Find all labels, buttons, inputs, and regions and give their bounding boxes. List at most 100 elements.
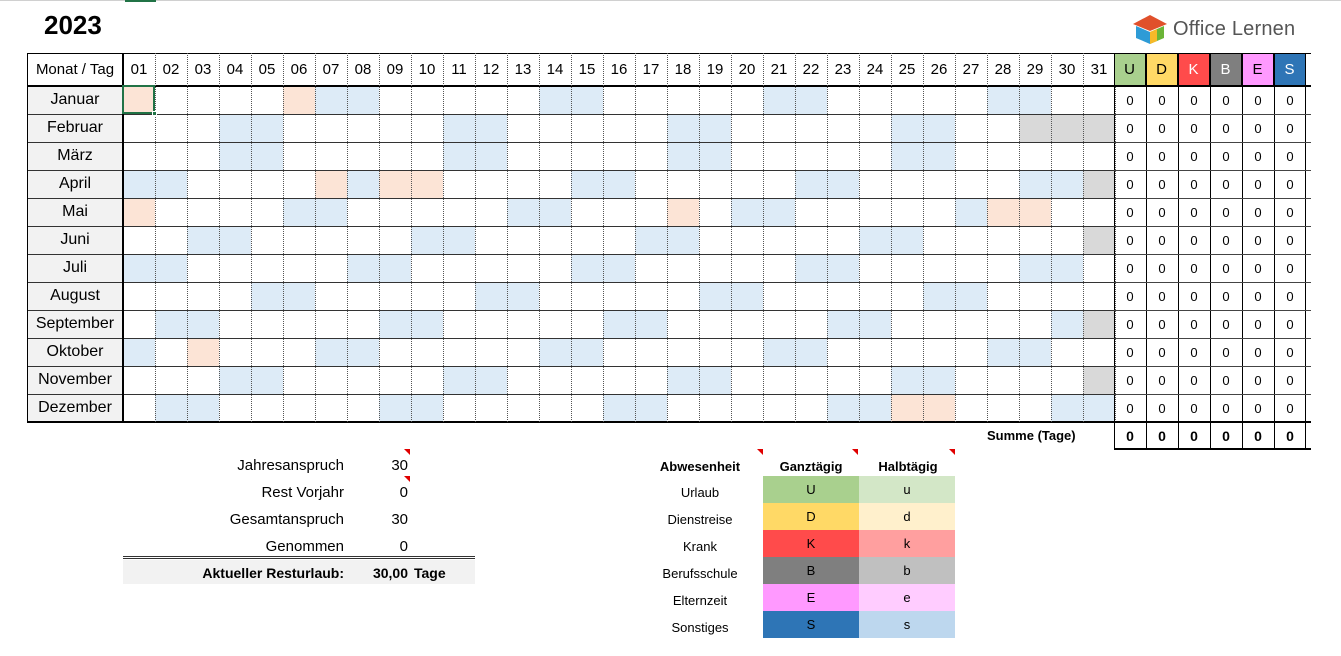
day-cell[interactable]: [155, 254, 187, 282]
day-cell[interactable]: [987, 282, 1019, 310]
day-cell[interactable]: [123, 338, 155, 366]
day-cell[interactable]: [443, 310, 475, 338]
day-cell[interactable]: [155, 366, 187, 394]
day-cell[interactable]: [635, 254, 667, 282]
day-cell[interactable]: [987, 310, 1019, 338]
day-cell[interactable]: [347, 254, 379, 282]
day-cell[interactable]: [539, 226, 571, 254]
day-cell[interactable]: [475, 254, 507, 282]
day-cell[interactable]: [283, 198, 315, 226]
day-cell[interactable]: [795, 282, 827, 310]
day-cell[interactable]: [219, 170, 251, 198]
day-cell[interactable]: [987, 198, 1019, 226]
day-cell[interactable]: [315, 142, 347, 170]
day-cell[interactable]: [827, 394, 859, 422]
day-cell[interactable]: [955, 366, 987, 394]
day-cell[interactable]: [955, 198, 987, 226]
day-cell[interactable]: [219, 282, 251, 310]
day-cell[interactable]: [763, 282, 795, 310]
day-cell[interactable]: [315, 282, 347, 310]
day-cell[interactable]: [123, 310, 155, 338]
day-cell[interactable]: [379, 86, 411, 114]
day-cell[interactable]: [539, 114, 571, 142]
day-cell[interactable]: [923, 338, 955, 366]
day-cell[interactable]: [443, 254, 475, 282]
day-cell[interactable]: [667, 310, 699, 338]
day-cell[interactable]: [507, 198, 539, 226]
day-cell[interactable]: [283, 254, 315, 282]
day-cell[interactable]: [859, 254, 891, 282]
day-cell[interactable]: [379, 198, 411, 226]
day-cell[interactable]: [283, 170, 315, 198]
day-cell[interactable]: [1083, 394, 1115, 422]
day-cell[interactable]: [411, 86, 443, 114]
day-cell[interactable]: [891, 226, 923, 254]
day-cell[interactable]: [187, 86, 219, 114]
day-cell[interactable]: [827, 338, 859, 366]
day-cell[interactable]: [1051, 86, 1083, 114]
day-cell[interactable]: [571, 282, 603, 310]
day-cell[interactable]: [379, 366, 411, 394]
day-cell[interactable]: [763, 254, 795, 282]
day-cell[interactable]: [219, 226, 251, 254]
day-cell[interactable]: [379, 394, 411, 422]
day-cell[interactable]: [603, 198, 635, 226]
day-cell[interactable]: [635, 198, 667, 226]
day-cell[interactable]: [1019, 226, 1051, 254]
day-cell[interactable]: [411, 338, 443, 366]
day-cell[interactable]: [283, 394, 315, 422]
day-cell[interactable]: [187, 226, 219, 254]
day-cell[interactable]: [955, 394, 987, 422]
day-cell[interactable]: [1083, 198, 1115, 226]
day-cell[interactable]: [1083, 366, 1115, 394]
day-cell[interactable]: [699, 114, 731, 142]
day-cell[interactable]: [763, 366, 795, 394]
day-cell[interactable]: [731, 394, 763, 422]
day-cell[interactable]: [1051, 366, 1083, 394]
day-cell[interactable]: [155, 86, 187, 114]
day-cell[interactable]: [475, 394, 507, 422]
day-cell[interactable]: [123, 254, 155, 282]
day-cell[interactable]: [187, 310, 219, 338]
day-cell[interactable]: [187, 282, 219, 310]
day-cell[interactable]: [1019, 170, 1051, 198]
day-cell[interactable]: [251, 170, 283, 198]
day-cell[interactable]: [283, 226, 315, 254]
day-cell[interactable]: [347, 114, 379, 142]
day-cell[interactable]: [251, 114, 283, 142]
day-cell[interactable]: [603, 142, 635, 170]
day-cell[interactable]: [1019, 394, 1051, 422]
day-cell[interactable]: [251, 282, 283, 310]
day-cell[interactable]: [731, 170, 763, 198]
day-cell[interactable]: [411, 170, 443, 198]
day-cell[interactable]: [475, 310, 507, 338]
day-cell[interactable]: [763, 338, 795, 366]
day-cell[interactable]: [827, 114, 859, 142]
summary-value[interactable]: 30: [391, 511, 408, 528]
day-cell[interactable]: [763, 394, 795, 422]
day-cell[interactable]: [155, 310, 187, 338]
day-cell[interactable]: [219, 86, 251, 114]
day-cell[interactable]: [507, 338, 539, 366]
day-cell[interactable]: [1051, 142, 1083, 170]
day-cell[interactable]: [1019, 282, 1051, 310]
day-cell[interactable]: [635, 394, 667, 422]
day-cell[interactable]: [1019, 86, 1051, 114]
day-cell[interactable]: [1083, 142, 1115, 170]
day-cell[interactable]: [475, 170, 507, 198]
day-cell[interactable]: [859, 394, 891, 422]
day-cell[interactable]: [731, 114, 763, 142]
day-cell[interactable]: [859, 338, 891, 366]
day-cell[interactable]: [603, 394, 635, 422]
day-cell[interactable]: [219, 310, 251, 338]
day-cell[interactable]: [411, 142, 443, 170]
summary-value[interactable]: 0: [399, 484, 408, 501]
day-cell[interactable]: [1019, 254, 1051, 282]
day-cell[interactable]: [795, 254, 827, 282]
day-cell[interactable]: [731, 366, 763, 394]
day-cell[interactable]: [411, 114, 443, 142]
day-cell[interactable]: [315, 114, 347, 142]
day-cell[interactable]: [251, 254, 283, 282]
day-cell[interactable]: [251, 338, 283, 366]
day-cell[interactable]: [219, 198, 251, 226]
